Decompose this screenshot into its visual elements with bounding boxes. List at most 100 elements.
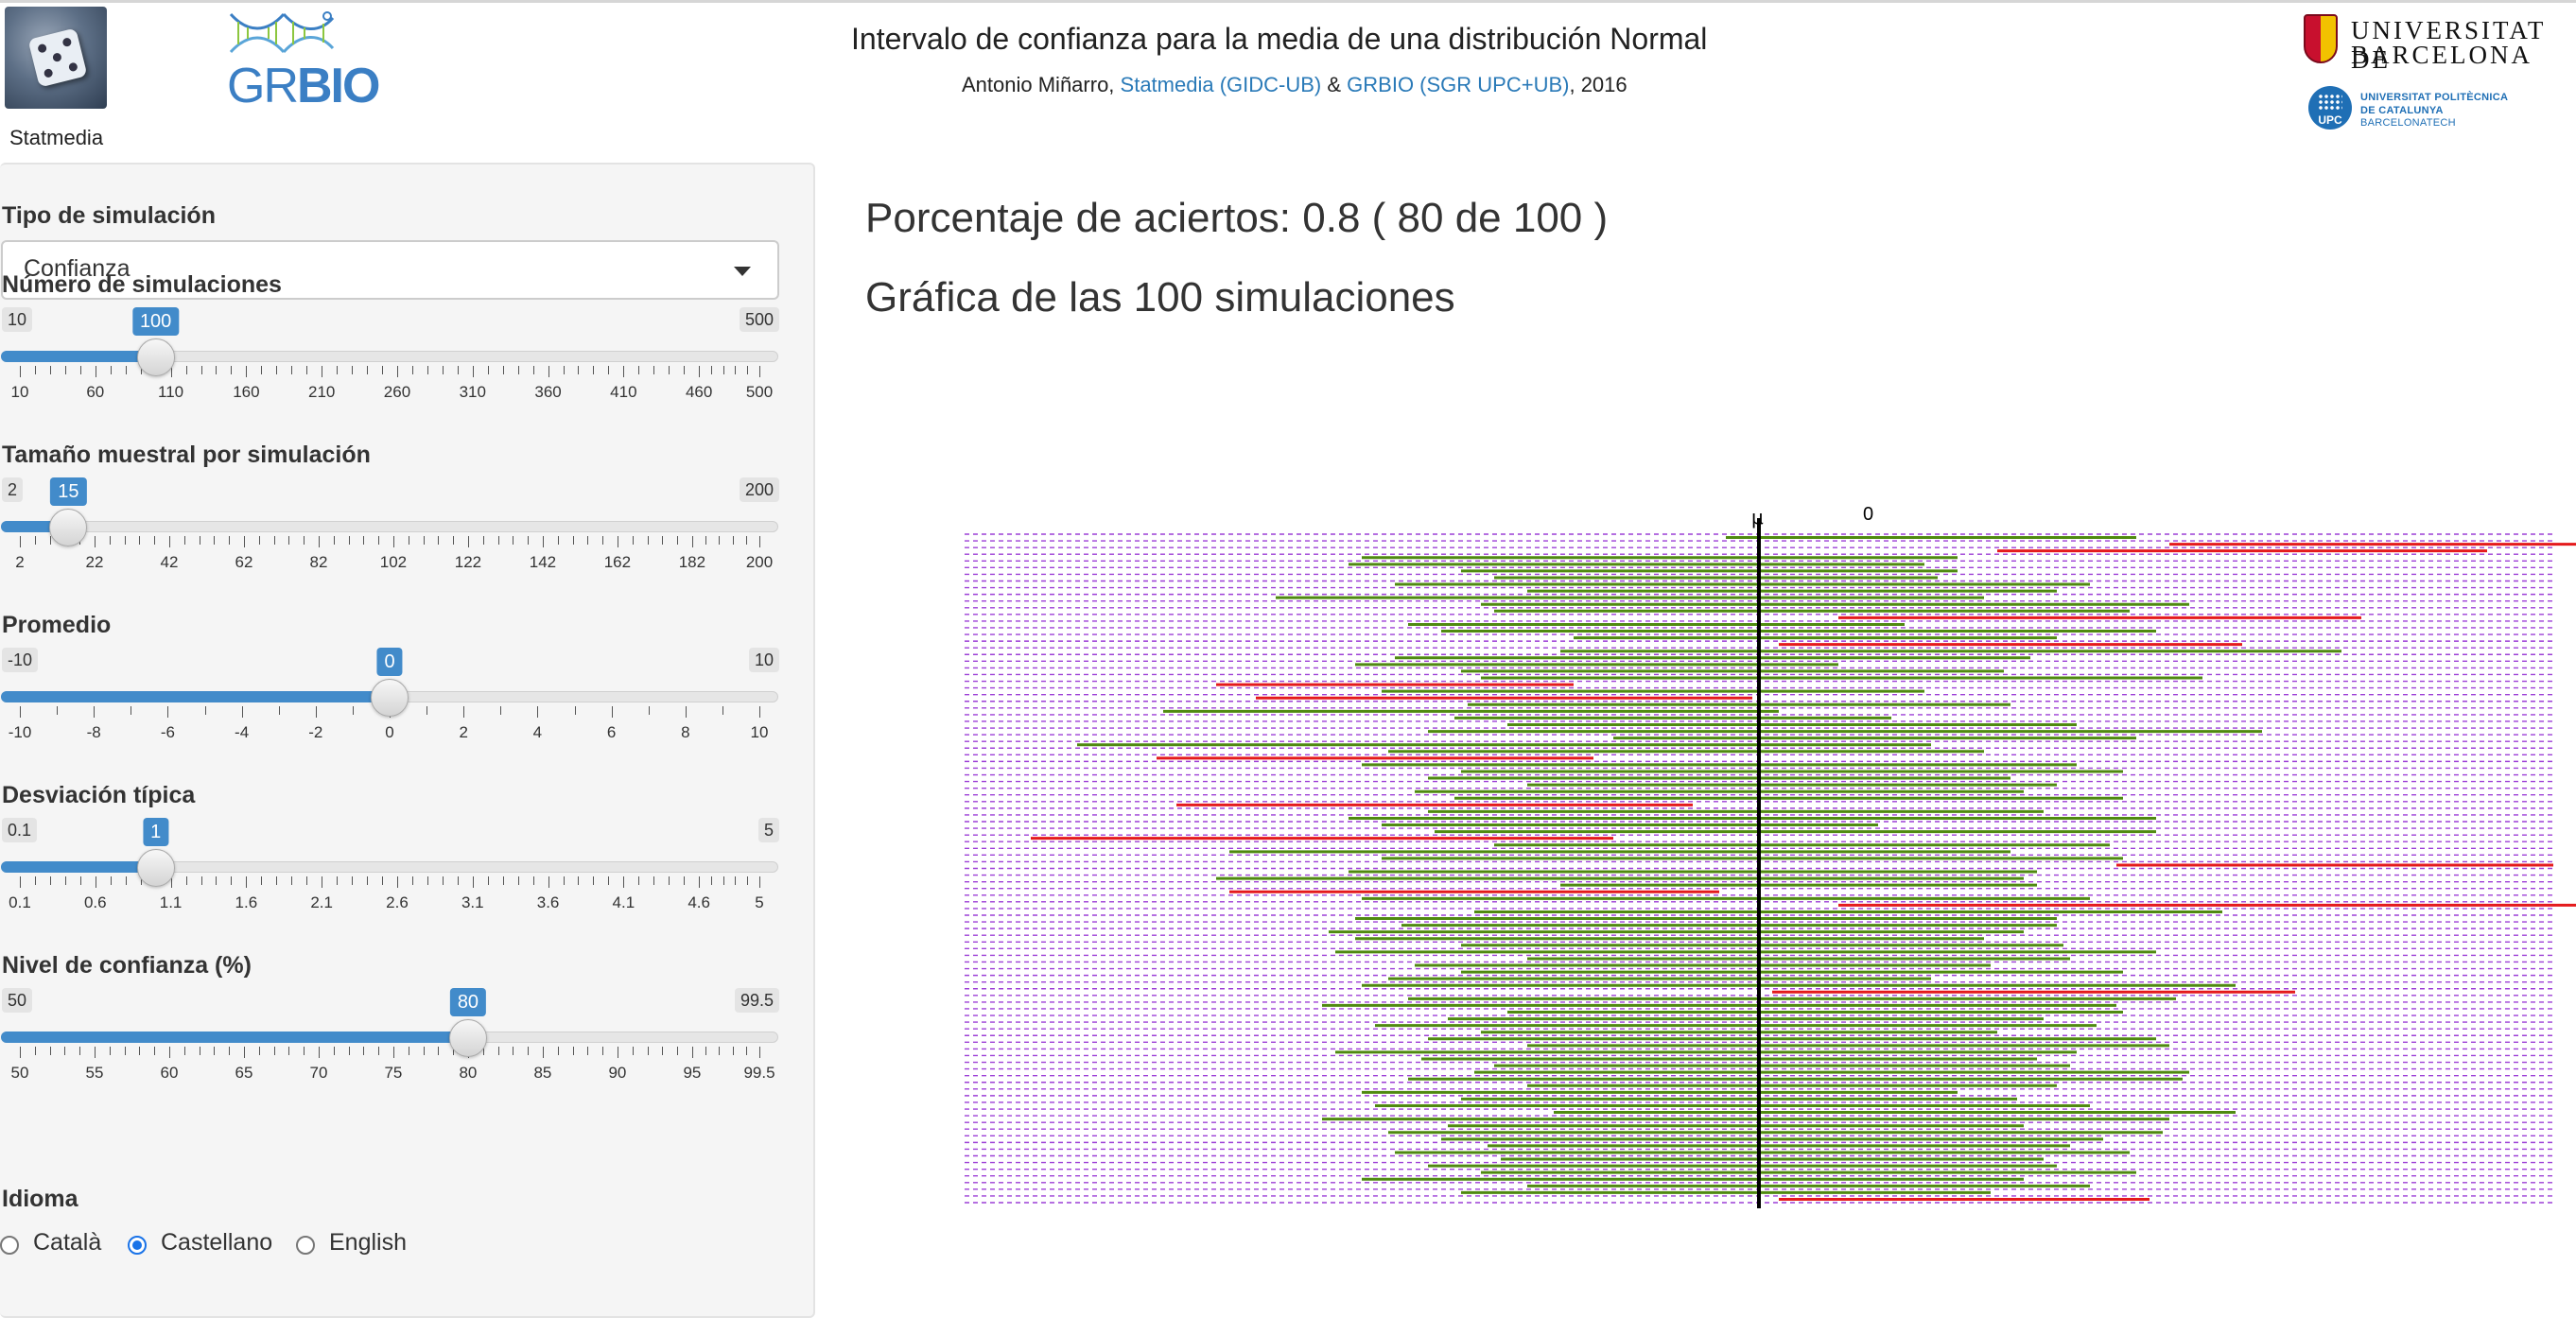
slider-tick-label: 70 [309, 1064, 328, 1082]
statmedia-link[interactable]: Statmedia (GIDC-UB) [1120, 73, 1322, 96]
slider-min-label: 0.1 [2, 818, 38, 842]
slider-tick-label: 22 [85, 553, 104, 571]
radio-label: Català [33, 1229, 102, 1256]
radio-circle-icon[interactable] [296, 1236, 315, 1255]
slider-minor-tick [572, 1047, 574, 1055]
grbio-link[interactable]: GRBIO (SGR UPC+UB) [1347, 73, 1570, 96]
slider-tick-label: 142 [529, 553, 557, 571]
slider-minor-tick [426, 366, 428, 374]
slider-handle[interactable] [371, 679, 409, 717]
slider-tick [467, 536, 469, 547]
ub-logo[interactable]: UNIVERSITAT DE BARCELONA [2304, 14, 2543, 74]
page-title: Intervalo de confianza para la media de … [851, 22, 1708, 56]
slider-tick [170, 366, 172, 377]
slider-handle[interactable] [49, 509, 88, 546]
slider-n[interactable]: 2 200 15 2 22 42 62 82 102 122 142 162 182 200 [1, 477, 780, 581]
slider-conf[interactable]: 50 99.5 80 50 55 60 65 70 75 80 85 90 95 99.5 [1, 988, 780, 1092]
slider-minor-tick [352, 366, 354, 374]
slider-minor-tick [306, 876, 308, 885]
statmedia-logo[interactable] [5, 7, 107, 109]
slider-tick-label: 82 [309, 553, 328, 571]
radio-circle-icon[interactable] [128, 1236, 147, 1255]
radio-circle-icon[interactable] [0, 1236, 19, 1255]
slider-minor-tick [608, 876, 610, 885]
slider-tick-label: 75 [384, 1064, 403, 1082]
simulation-type-label: Tipo de simulación [2, 202, 216, 229]
slider-minor-tick [557, 536, 559, 545]
slider-minor-tick [49, 876, 51, 885]
slider-sd[interactable]: 0.1 5 1 0.1 0.6 1.1 1.6 2.1 2.6 3.1 3.6 4.1 4.6 5 [1, 818, 780, 922]
slider-minor-tick [49, 1047, 51, 1055]
slider-tick [542, 536, 544, 547]
slider-tick-label: 102 [379, 553, 408, 571]
slider-minor-tick [557, 1047, 559, 1055]
slider-minor-tick [608, 366, 610, 374]
slider-minor-tick [497, 536, 499, 545]
slider-minor-tick [185, 366, 187, 374]
slider-minor-tick [572, 536, 574, 545]
slider-tick-label: 3.1 [461, 893, 484, 911]
slider-minor-tick [64, 1047, 66, 1055]
slider-tick [168, 536, 170, 547]
grbio-dna-icon[interactable] [225, 9, 339, 114]
slider-tick [691, 536, 693, 547]
slider-handle[interactable] [448, 1019, 487, 1057]
slider-minor-tick [306, 366, 308, 374]
slider-tick-label: 0.1 [9, 893, 31, 911]
slider-tick [20, 536, 21, 547]
slider-minor-tick [532, 876, 534, 885]
slider-minor-tick [333, 1047, 335, 1055]
slider-tick-label: 260 [383, 383, 411, 401]
slider-minor-tick [532, 366, 534, 374]
radio-label: Castellano [161, 1229, 273, 1256]
slider-tick [396, 366, 398, 377]
slider-tick [246, 366, 248, 377]
slider-minor-tick [183, 1047, 185, 1055]
slider-handle[interactable] [136, 849, 175, 887]
slider-tick-label: 10 [10, 383, 29, 401]
slider-minor-tick [747, 366, 749, 374]
slider-minor-tick [647, 536, 649, 545]
slider-minor-tick [124, 536, 126, 545]
slider-minor-tick [124, 1047, 126, 1055]
slider-minor-tick [231, 366, 233, 374]
slider-nsim[interactable]: 10 500 100 10 60 110 160 210 260 310 360 410 460 500 [1, 307, 780, 411]
slider-minor-tick [304, 536, 305, 545]
slider-tick-label: 42 [160, 553, 179, 571]
slider-tick-label: 310 [459, 383, 486, 401]
slider-minor-tick [125, 366, 127, 374]
slider-tick-label: 4.6 [688, 893, 710, 911]
slider-mu[interactable]: -10 10 0 -10 -8 -6 -4 -2 0 2 4 6 8 10 [1, 648, 780, 752]
slider-minor-tick [214, 536, 216, 545]
slider-minor-tick [49, 536, 51, 545]
slider-minor-tick [411, 366, 413, 374]
slider-tick [168, 1047, 170, 1058]
radio-label: English [329, 1229, 407, 1256]
slider-handle[interactable] [136, 338, 175, 376]
slider-min-label: 2 [2, 477, 24, 502]
slider-tick [392, 1047, 394, 1058]
slider-minor-tick [735, 366, 737, 374]
slider-tick-label: 210 [307, 383, 336, 401]
slider-fill [1, 861, 156, 873]
slider-tick [392, 536, 394, 547]
slider-track[interactable] [1, 521, 778, 532]
slider-tick-label: 62 [235, 553, 253, 571]
slider-tick-label: 2 [15, 553, 25, 571]
slider-value-bubble: 15 [50, 477, 87, 506]
slider-minor-tick [139, 536, 141, 545]
simulation-type-select[interactable]: Confianza [1, 240, 779, 300]
slider-tick [759, 366, 760, 377]
upc-logo[interactable]: UPC UNIVERSITAT POLITÈCNICA DE CATALUNYA… [2308, 86, 2554, 133]
slider-minor-tick [261, 366, 263, 374]
slider-minor-tick [710, 876, 712, 885]
slider-tick [315, 706, 317, 718]
slider-minor-tick [426, 876, 428, 885]
slider-tick [20, 706, 21, 718]
statmedia-caption: Statmedia [9, 126, 104, 149]
slider-minor-tick [593, 876, 595, 885]
slider-minor-tick [602, 536, 604, 545]
slider-minor-tick [722, 706, 723, 715]
slider-tick-label: 10 [750, 723, 769, 741]
slider-tick-label: 2.6 [386, 893, 409, 911]
